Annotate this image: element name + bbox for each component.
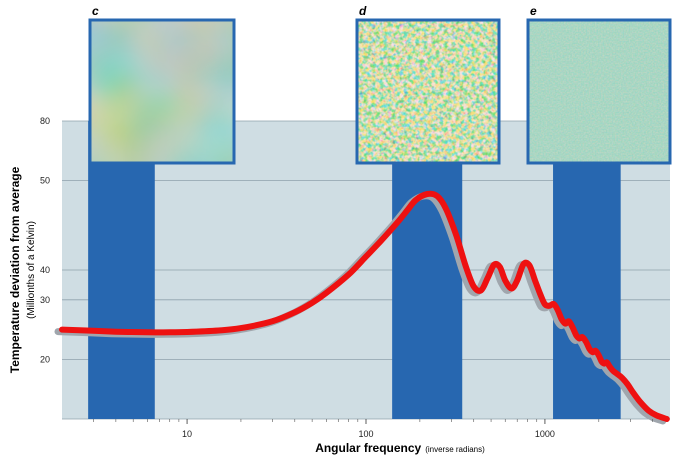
- inset-e-border: [526, 18, 672, 165]
- x-tick-label-0: 10: [182, 429, 192, 439]
- inset-c-border: [88, 18, 236, 165]
- inset-e-texture: [528, 20, 670, 163]
- x-tick-label-2: 1000: [535, 429, 555, 439]
- inset-d: d: [355, 4, 501, 165]
- inset-e: e: [526, 4, 672, 165]
- x-axis-title: Angular frequency (inverse radians): [315, 441, 485, 455]
- y-axis-title: Temperature deviation from average: [8, 166, 22, 373]
- x-tick-label-1: 100: [358, 429, 373, 439]
- frequency-band-1: [392, 121, 463, 419]
- y-tick-label-2: 40: [40, 265, 50, 275]
- y-tick-label-3: 50: [40, 176, 50, 186]
- inset-d-border: [355, 18, 501, 165]
- frequency-bands: [88, 121, 621, 419]
- y-tick-label-5: 100: [35, 0, 50, 2]
- y-axis-unit: (Millionths of a Kelvin): [26, 221, 37, 319]
- inset-e-label: e: [530, 4, 537, 18]
- frequency-band-0: [88, 121, 155, 419]
- inset-d-label: d: [359, 4, 367, 18]
- y-tick-label-4: 80: [40, 116, 50, 126]
- y-tick-label-0: 20: [40, 354, 50, 364]
- y-tick-label-1: 30: [40, 295, 50, 305]
- inset-c-texture: [90, 20, 234, 163]
- inset-c: c: [88, 4, 236, 165]
- inset-d-texture: [357, 20, 499, 163]
- spectrum-curve: [54, 190, 670, 425]
- x-axis-label: Angular frequency: [315, 441, 421, 455]
- spectrum-curve-line: [59, 190, 670, 422]
- sky-map-insets: c d e: [88, 4, 672, 165]
- tick-labels: 20 30 40 50 80 100 10 100 1000: [35, 0, 653, 439]
- inset-c-label: c: [92, 4, 99, 18]
- x-axis-unit: (inverse radians): [425, 445, 485, 454]
